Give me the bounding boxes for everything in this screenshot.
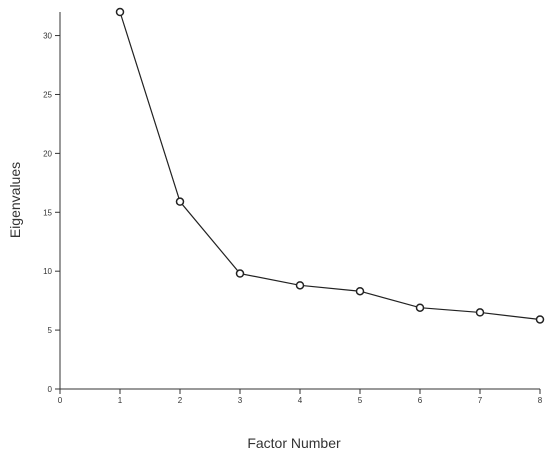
- x-tick-label: 7: [478, 396, 483, 405]
- x-tick-label: 6: [418, 396, 423, 405]
- marker: [475, 308, 485, 317]
- x-tick-label: 1: [118, 396, 123, 405]
- marker: [235, 269, 245, 278]
- marker: [415, 303, 425, 312]
- y-axis-title: Eigenvalues: [7, 162, 23, 238]
- y-tick-label: 0: [48, 385, 53, 394]
- marker: [175, 197, 185, 206]
- x-tick-label: 5: [358, 396, 363, 405]
- marker: [355, 286, 365, 296]
- x-tick-label: 8: [538, 396, 543, 405]
- y-tick-label: 5: [48, 326, 53, 335]
- y-tick-label: 25: [43, 90, 52, 99]
- y-tick-label: 20: [43, 149, 52, 158]
- marker: [115, 7, 125, 17]
- line: [119, 11, 541, 321]
- x-tick-label: 4: [298, 396, 303, 405]
- y-tick-label: 15: [43, 208, 52, 217]
- x-tick-label: 0: [58, 396, 63, 405]
- x-axis-title: Factor Number: [247, 435, 341, 451]
- x-tick-label: 2: [178, 396, 183, 405]
- x-tick-label: 3: [238, 396, 243, 405]
- y-tick-label: 30: [43, 32, 52, 41]
- marker: [535, 315, 545, 324]
- y-tick-label: 10: [43, 267, 52, 276]
- marker: [295, 281, 305, 290]
